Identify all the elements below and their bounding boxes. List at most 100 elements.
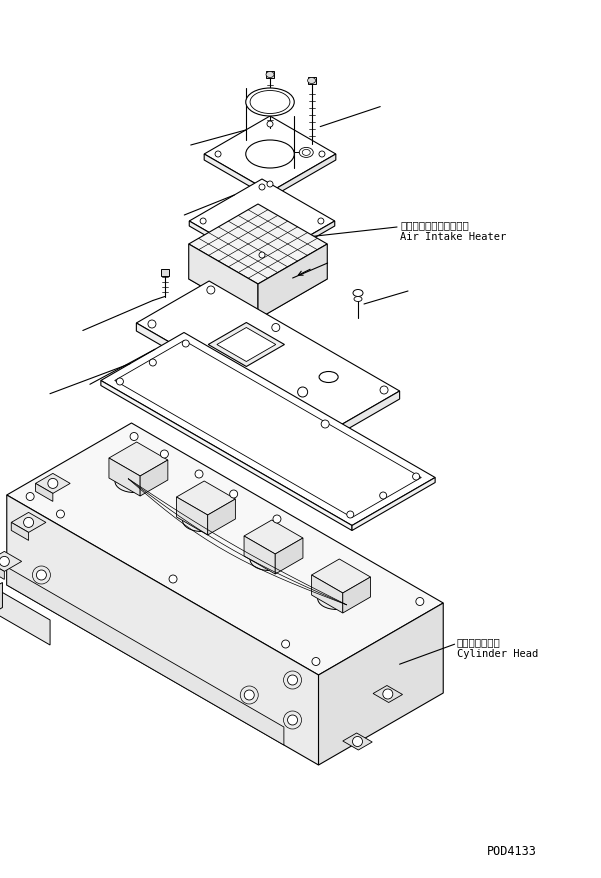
Polygon shape	[109, 443, 168, 477]
Circle shape	[287, 716, 297, 725]
Polygon shape	[352, 478, 435, 531]
Circle shape	[56, 510, 64, 518]
Circle shape	[37, 571, 46, 580]
Circle shape	[259, 253, 265, 259]
Circle shape	[215, 152, 221, 158]
Circle shape	[312, 658, 320, 666]
Polygon shape	[140, 460, 168, 496]
Ellipse shape	[325, 592, 349, 606]
Circle shape	[383, 689, 393, 699]
Polygon shape	[319, 603, 443, 765]
Polygon shape	[343, 733, 372, 750]
Circle shape	[272, 324, 280, 332]
Polygon shape	[270, 155, 336, 198]
Circle shape	[347, 511, 354, 518]
Polygon shape	[275, 538, 303, 574]
Circle shape	[130, 433, 138, 441]
Text: Cylinder Head: Cylinder Head	[457, 649, 538, 658]
Text: エアーインテークヒータ: エアーインテークヒータ	[400, 220, 469, 230]
Bar	[308, 78, 316, 85]
Circle shape	[380, 386, 388, 394]
Text: シリンダヘッド: シリンダヘッド	[457, 637, 501, 646]
Circle shape	[0, 557, 10, 567]
Circle shape	[149, 360, 156, 367]
Circle shape	[380, 493, 386, 500]
Ellipse shape	[250, 549, 288, 571]
Circle shape	[273, 515, 281, 523]
Circle shape	[230, 491, 237, 499]
Polygon shape	[189, 180, 335, 263]
Polygon shape	[101, 333, 435, 526]
Circle shape	[267, 122, 273, 128]
Circle shape	[412, 473, 419, 480]
Polygon shape	[115, 342, 421, 518]
Circle shape	[48, 479, 58, 489]
Circle shape	[416, 598, 424, 606]
Circle shape	[23, 518, 34, 528]
Circle shape	[182, 341, 189, 348]
Ellipse shape	[183, 510, 221, 532]
Polygon shape	[189, 205, 328, 284]
Ellipse shape	[246, 89, 294, 117]
Polygon shape	[11, 513, 46, 533]
Polygon shape	[204, 117, 336, 193]
Circle shape	[267, 182, 273, 188]
Polygon shape	[189, 240, 328, 320]
Ellipse shape	[189, 514, 214, 528]
Polygon shape	[208, 323, 284, 367]
Circle shape	[321, 421, 329, 428]
Ellipse shape	[122, 475, 146, 489]
Polygon shape	[7, 495, 319, 765]
Circle shape	[148, 320, 156, 328]
Polygon shape	[0, 551, 22, 572]
Polygon shape	[204, 155, 270, 198]
Polygon shape	[262, 222, 335, 269]
Circle shape	[353, 737, 362, 746]
Circle shape	[200, 219, 206, 225]
Polygon shape	[0, 583, 2, 613]
Circle shape	[26, 493, 34, 501]
Ellipse shape	[354, 297, 362, 302]
Polygon shape	[136, 282, 400, 434]
Ellipse shape	[319, 372, 338, 383]
Polygon shape	[217, 328, 276, 362]
Polygon shape	[101, 381, 352, 531]
Circle shape	[318, 219, 324, 225]
Text: POD4133: POD4133	[487, 844, 537, 857]
Polygon shape	[0, 588, 50, 645]
Polygon shape	[189, 245, 258, 320]
Circle shape	[297, 387, 308, 398]
Polygon shape	[35, 474, 70, 493]
Polygon shape	[177, 481, 236, 515]
Ellipse shape	[302, 150, 310, 156]
Polygon shape	[311, 559, 370, 594]
Polygon shape	[343, 578, 370, 614]
Circle shape	[195, 471, 203, 479]
Ellipse shape	[246, 140, 294, 169]
Circle shape	[259, 184, 265, 191]
Polygon shape	[208, 500, 236, 536]
Polygon shape	[109, 458, 140, 496]
Polygon shape	[11, 522, 29, 541]
Polygon shape	[7, 423, 443, 675]
Ellipse shape	[318, 588, 356, 610]
Polygon shape	[244, 521, 303, 554]
Polygon shape	[0, 562, 4, 579]
Ellipse shape	[115, 471, 153, 493]
Polygon shape	[373, 686, 403, 702]
Circle shape	[160, 450, 168, 458]
Circle shape	[117, 378, 123, 385]
Text: Air Intake Heater: Air Intake Heater	[400, 232, 506, 241]
Circle shape	[287, 675, 297, 685]
Circle shape	[244, 690, 254, 700]
Polygon shape	[35, 484, 53, 502]
Ellipse shape	[266, 72, 274, 78]
Polygon shape	[7, 567, 284, 745]
Ellipse shape	[299, 148, 313, 158]
Circle shape	[319, 152, 325, 158]
Bar	[266, 72, 274, 79]
Circle shape	[207, 287, 215, 295]
Polygon shape	[311, 575, 343, 614]
Ellipse shape	[257, 553, 281, 567]
Polygon shape	[244, 536, 275, 574]
